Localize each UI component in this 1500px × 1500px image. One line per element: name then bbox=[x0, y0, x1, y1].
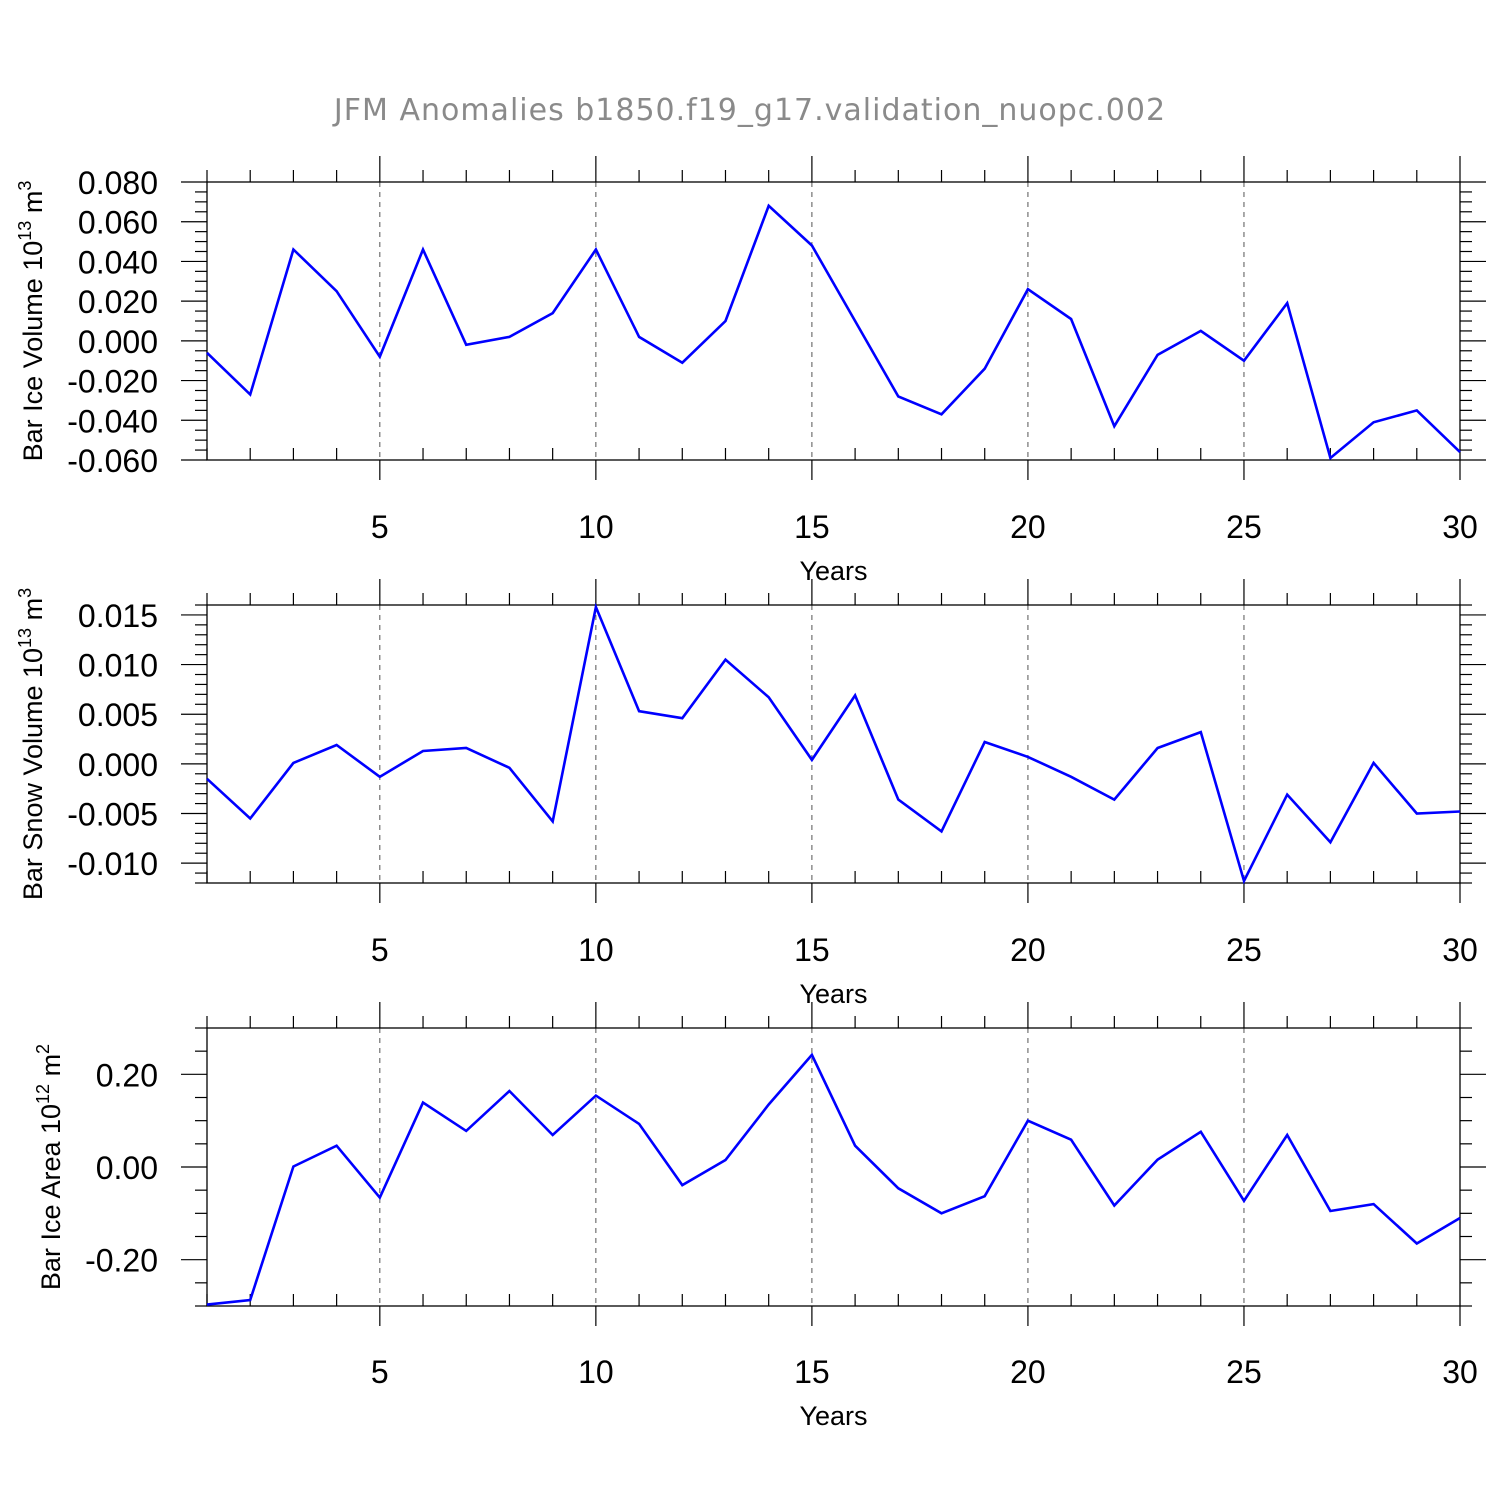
y-tick-label: 0.015 bbox=[78, 598, 158, 634]
y-tick-label: -0.20 bbox=[85, 1243, 158, 1279]
x-axis-title: Years bbox=[799, 1401, 867, 1431]
panel-2: -0.010 -0.005 0.000 0.005 0.010 0.015 5 10 15 20 2… bbox=[15, 579, 1486, 1009]
y-tick-label: -0.060 bbox=[67, 443, 158, 479]
x-tick-label: 10 bbox=[578, 1354, 614, 1390]
plot-frame bbox=[206, 1027, 1461, 1307]
series-line bbox=[206, 203, 1461, 461]
y-tick-label: 0.020 bbox=[78, 284, 158, 320]
x-tick-label: 15 bbox=[794, 509, 830, 545]
y-tick-label: 0.20 bbox=[96, 1057, 158, 1093]
x-tick-label: 30 bbox=[1442, 932, 1478, 968]
y-tick-label: 0.00 bbox=[96, 1150, 158, 1186]
plot-frame bbox=[206, 181, 1461, 461]
x-tick-label: 5 bbox=[371, 932, 389, 968]
y-tick-label: 0.005 bbox=[78, 697, 158, 733]
series-line bbox=[206, 1052, 1461, 1306]
y-tick-label: 0.000 bbox=[78, 747, 158, 783]
y-tick-label: 0.040 bbox=[78, 244, 158, 280]
x-tick-label: 15 bbox=[794, 1354, 830, 1390]
y-axis-title: Bar Snow Volume 1013 m3 bbox=[15, 588, 48, 900]
y-tick-label: -0.005 bbox=[67, 797, 158, 833]
x-axis-title: Years bbox=[799, 556, 867, 586]
x-tick-label: 15 bbox=[794, 932, 830, 968]
y-axis-title: Bar Ice Area 1012 m2 bbox=[33, 1044, 66, 1290]
x-tick-label: 20 bbox=[1010, 509, 1046, 545]
y-tick-label: -0.020 bbox=[67, 364, 158, 400]
x-tick-label: 20 bbox=[1010, 1354, 1046, 1390]
x-tick-label: 30 bbox=[1442, 1354, 1478, 1390]
y-tick-label: 0.080 bbox=[78, 165, 158, 201]
x-tick-label: 10 bbox=[578, 932, 614, 968]
plot-frame bbox=[206, 604, 1461, 884]
chart-title: JFM Anomalies b1850.f19_g17.validation_n… bbox=[332, 93, 1166, 128]
x-tick-label: 5 bbox=[371, 1354, 389, 1390]
x-tick-label: 30 bbox=[1442, 509, 1478, 545]
y-axis-title: Bar Ice Volume 1013 m3 bbox=[15, 181, 48, 462]
panel-3: -0.20 0.00 0.20 5 10 15 20 25 30 Years Bar Ice Are… bbox=[33, 1002, 1486, 1431]
y-tick-label: 0.060 bbox=[78, 205, 158, 241]
series-line bbox=[206, 602, 1461, 885]
y-tick-label: -0.040 bbox=[67, 403, 158, 439]
y-tick-label: -0.010 bbox=[67, 846, 158, 882]
x-tick-label: 25 bbox=[1226, 509, 1262, 545]
x-tick-label: 20 bbox=[1010, 932, 1046, 968]
y-tick-label: 0.000 bbox=[78, 324, 158, 360]
x-tick-label: 10 bbox=[578, 509, 614, 545]
x-tick-label: 5 bbox=[371, 509, 389, 545]
x-tick-label: 25 bbox=[1226, 932, 1262, 968]
x-axis-title: Years bbox=[799, 979, 867, 1009]
y-tick-label: 0.010 bbox=[78, 648, 158, 684]
x-tick-label: 25 bbox=[1226, 1354, 1262, 1390]
